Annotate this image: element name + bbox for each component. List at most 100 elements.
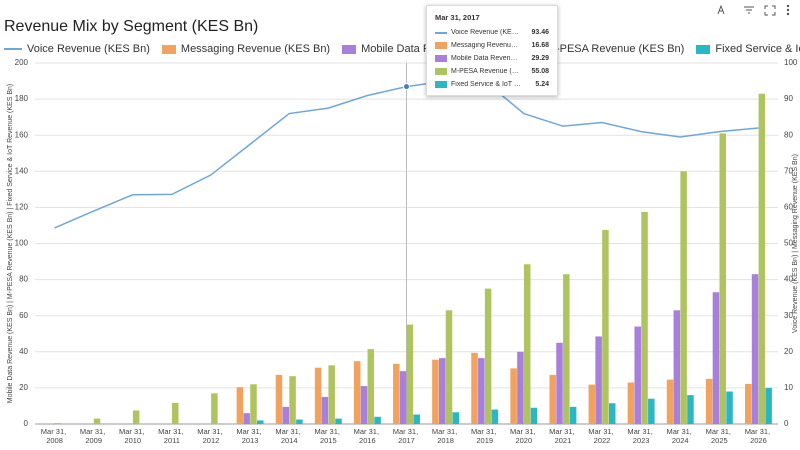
bar [751, 274, 759, 424]
x-tick-line: Mar 31, [354, 427, 382, 436]
x-tick-line: 2018 [437, 436, 454, 445]
x-tick-label: Mar 31, 2015 [315, 427, 343, 445]
bar [438, 358, 446, 424]
y-tick-label: 80 [19, 275, 28, 284]
x-tick-label: Mar 31, 2020 [510, 427, 538, 445]
legend-label: Fixed Service & IoT Revenue (KES Bn) [715, 43, 800, 55]
x-tick-label: Mar 31, 2012 [197, 427, 225, 445]
bar [314, 367, 322, 424]
tooltip-name: Mobile Data Revenue (KES Bn) [451, 55, 521, 62]
bar [257, 420, 264, 424]
legend-item: Voice Revenue (KES Bn) [4, 43, 150, 55]
bar [236, 387, 244, 424]
bar [172, 402, 179, 424]
legend-label: Voice Revenue (KES Bn) [27, 43, 150, 55]
y-tick-label: 60 [19, 311, 28, 320]
bar [556, 342, 563, 424]
x-tick-line: Mar 31, [393, 427, 421, 436]
bar [510, 368, 517, 424]
bar [452, 412, 460, 424]
x-tick-label: Mar 31, 2025 [706, 427, 734, 445]
x-tick-label: Mar 31, 2009 [80, 427, 108, 445]
x-tick-line: Mar 31, [627, 427, 655, 436]
tooltip-value: 93.46 [531, 29, 549, 36]
legend-label: M-PESA Revenue (KES Bn) [546, 43, 685, 55]
bar [275, 374, 283, 424]
tooltip-value: 29.29 [531, 55, 549, 62]
x-tick-line: Mar 31, [315, 427, 343, 436]
tooltip-row: Mobile Data Revenue (KES Bn) 29.29 [427, 52, 557, 65]
legend-swatch [696, 44, 711, 54]
y2-tick-label: 80 [784, 130, 793, 139]
y-tick-label: 0 [24, 419, 29, 428]
x-tick-label: Mar 31, 2017 [393, 427, 421, 445]
x-tick-line: Mar 31, [432, 427, 460, 436]
y2-tick-label: 0 [784, 419, 789, 428]
tooltip-swatch [435, 31, 447, 34]
bar [432, 359, 439, 424]
x-tick-line: Mar 31, [80, 427, 108, 436]
bar [93, 418, 101, 424]
bar [666, 379, 674, 424]
tooltip-value: 55.08 [531, 68, 549, 75]
x-tick-line: 2013 [242, 436, 259, 445]
x-tick-line: Mar 31, [158, 427, 186, 436]
chart-title: Revenue Mix by Segment (KES Bn) [4, 18, 259, 35]
y2-tick-label: 100 [784, 58, 798, 67]
x-tick-line: 2009 [85, 436, 102, 445]
bar [328, 365, 335, 424]
bar [549, 374, 556, 424]
sort-icon[interactable] [717, 4, 725, 15]
x-tick-line: Mar 31, [549, 427, 577, 436]
x-tick-line: Mar 31, [745, 427, 773, 436]
x-tick-line: 2014 [281, 436, 298, 445]
x-tick-line: Mar 31, [275, 427, 303, 436]
y-tick-label: 20 [19, 383, 28, 392]
bar [705, 378, 713, 424]
legend-swatch [161, 44, 176, 54]
tooltip-name: Messaging Revenue (KES Bn) [451, 42, 521, 49]
x-tick-line: 2010 [124, 436, 141, 445]
bar [634, 326, 641, 424]
bar [296, 419, 303, 424]
bar [211, 393, 218, 424]
x-tick-label: Mar 31, 2010 [119, 427, 147, 445]
x-tick-line: Mar 31, [41, 427, 69, 436]
filter-icon[interactable] [744, 6, 754, 14]
bar [321, 396, 329, 424]
y-tick-label: 200 [15, 58, 29, 67]
legend-item: Messaging Revenue (KES Bn) [161, 43, 330, 55]
y2-tick-label: 10 [784, 383, 793, 392]
tooltip-row: Fixed Service & IoT Revenue (KES Bn) 5.24 [427, 78, 557, 91]
bar [595, 336, 602, 424]
hover-point [403, 83, 410, 91]
bar [360, 386, 368, 424]
bar [393, 363, 400, 424]
bar [719, 133, 726, 424]
legend-item: Fixed Service & IoT Revenue (KES Bn) [696, 43, 800, 55]
bar [478, 358, 485, 424]
y2-tick-label: 90 [784, 94, 793, 103]
bar [712, 292, 720, 424]
toolbar [717, 4, 790, 16]
bar [484, 288, 492, 424]
bar [530, 407, 538, 424]
tooltip-row: Voice Revenue (KES Bn) 93.46 [427, 26, 557, 39]
menu-icon[interactable] [786, 4, 790, 16]
x-tick-line: 2022 [594, 436, 611, 445]
bar [588, 384, 596, 424]
y-tick-label: 140 [15, 166, 29, 175]
bar [765, 387, 772, 424]
tooltip-name: M-PESA Revenue (KES Bn) [451, 68, 521, 75]
x-tick-line: 2026 [750, 436, 767, 445]
bar [687, 395, 694, 424]
y2-tick-label: 40 [784, 275, 793, 284]
expand-icon[interactable] [764, 5, 776, 16]
x-tick-label: Mar 31, 2011 [158, 427, 186, 445]
bar [54, 423, 62, 424]
x-tick-line: Mar 31, [119, 427, 147, 436]
bar [250, 384, 257, 424]
y-axis-title: Mobile Data Revenue (KES Bn) | M-PESA Re… [7, 84, 14, 403]
